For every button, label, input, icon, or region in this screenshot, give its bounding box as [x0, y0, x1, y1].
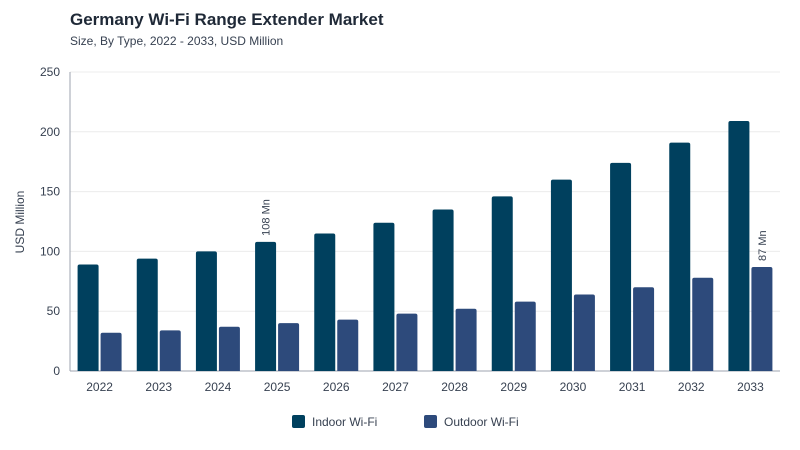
x-tick-label: 2033: [737, 380, 764, 394]
bar-indoor-wi-fi-2029: [491, 196, 513, 371]
x-tick-label: 2030: [560, 380, 587, 394]
y-tick-label: 50: [47, 304, 61, 318]
chart-subtitle: Size, By Type, 2022 - 2033, USD Million: [70, 34, 284, 48]
bar-indoor-wi-fi-2023: [136, 258, 158, 371]
bar-indoor-wi-fi-2026: [314, 233, 336, 371]
y-tick-label: 200: [40, 125, 60, 139]
bar-outdoor-wi-fi-2027: [396, 313, 418, 371]
data-label: 108 Mn: [261, 199, 273, 236]
y-tick-label: 100: [40, 244, 60, 258]
x-tick-label: 2026: [323, 380, 350, 394]
y-tick-label: 150: [40, 185, 60, 199]
y-axis-label: USD Million: [13, 191, 27, 254]
y-axis: 0 50 100 150 200 250: [40, 65, 780, 378]
bar-indoor-wi-fi-2022: [77, 264, 99, 371]
x-tick-label: 2028: [441, 380, 468, 394]
bar-outdoor-wi-fi-2030: [573, 294, 595, 371]
y-tick-label: 0: [53, 364, 60, 378]
chart-title: Germany Wi-Fi Range Extender Market: [70, 10, 384, 29]
x-tick-label: 2032: [678, 380, 705, 394]
gridlines: [70, 71, 780, 312]
x-tick-label: 2031: [619, 380, 646, 394]
bar-indoor-wi-fi-2025: [255, 241, 277, 371]
x-tick-label: 2024: [205, 380, 232, 394]
bar-outdoor-wi-fi-2022: [100, 332, 122, 371]
bar-indoor-wi-fi-2031: [610, 162, 632, 371]
bar-outdoor-wi-fi-2033: [751, 266, 773, 371]
legend-swatch: [292, 415, 305, 428]
x-tick-label: 2027: [382, 380, 409, 394]
bar-outdoor-wi-fi-2026: [337, 319, 359, 371]
legend-label: Indoor Wi-Fi: [312, 415, 377, 429]
bars: [77, 121, 773, 371]
data-label: 87 Mn: [757, 230, 769, 261]
x-tick-label: 2023: [145, 380, 172, 394]
y-tick-label: 250: [40, 65, 60, 79]
legend: Indoor Wi-Fi Outdoor Wi-Fi: [292, 415, 519, 429]
bar-outdoor-wi-fi-2029: [514, 301, 536, 371]
annotations: 108 Mn 87 Mn: [261, 199, 769, 261]
bar-outdoor-wi-fi-2024: [218, 326, 240, 371]
bar-indoor-wi-fi-2030: [550, 179, 572, 371]
bar-outdoor-wi-fi-2025: [278, 323, 300, 371]
bar-outdoor-wi-fi-2023: [159, 330, 181, 371]
bar-outdoor-wi-fi-2031: [633, 287, 655, 371]
x-axis: 2022 2023 2024 2025 2026 2027 2028 2029 2030 2031…: [86, 380, 764, 394]
bar-indoor-wi-fi-2028: [432, 209, 454, 371]
bar-outdoor-wi-fi-2032: [692, 277, 714, 371]
bar-indoor-wi-fi-2033: [728, 121, 750, 371]
x-tick-label: 2022: [86, 380, 113, 394]
bar-outdoor-wi-fi-2028: [455, 308, 477, 371]
bar-indoor-wi-fi-2024: [195, 251, 217, 371]
legend-swatch: [424, 415, 437, 428]
bar-indoor-wi-fi-2032: [669, 142, 691, 371]
legend-label: Outdoor Wi-Fi: [444, 415, 519, 429]
bar-indoor-wi-fi-2027: [373, 222, 395, 371]
x-tick-label: 2029: [500, 380, 527, 394]
x-tick-label: 2025: [264, 380, 291, 394]
